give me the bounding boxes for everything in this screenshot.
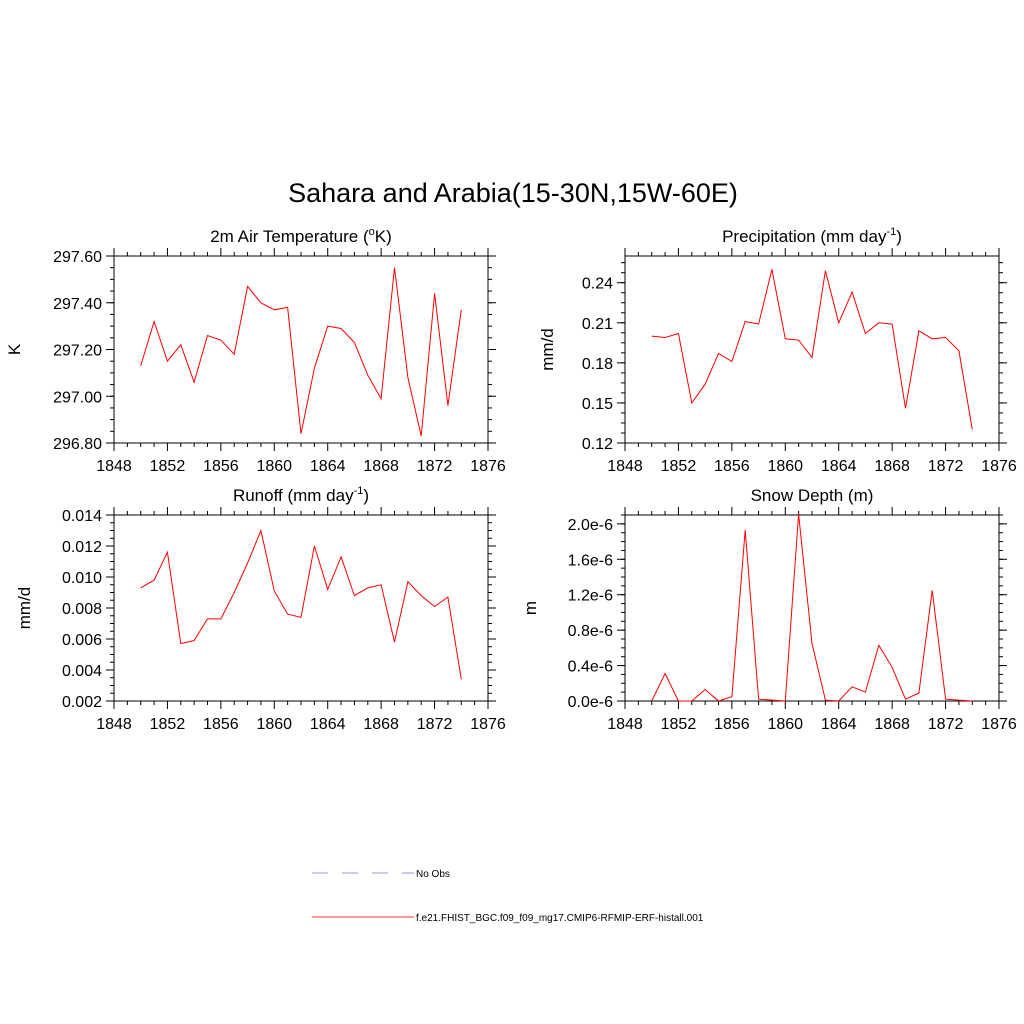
y-tick-label: 0.006 — [62, 632, 102, 649]
panel-title-text: Snow Depth (m) — [751, 486, 874, 505]
y-tick-label: 0.002 — [62, 694, 102, 711]
x-tick-label: 1856 — [714, 458, 750, 475]
x-tick-label: 1876 — [981, 716, 1017, 733]
y-tick-label: 0.18 — [582, 356, 613, 373]
x-tick-label: 1860 — [767, 458, 803, 475]
x-tick-label: 1872 — [928, 716, 964, 733]
y-tick-label: 297.60 — [53, 249, 102, 266]
x-tick-label: 1848 — [607, 716, 643, 733]
y-axis-label: K — [5, 343, 24, 355]
x-tick-label: 1872 — [928, 458, 964, 475]
y-tick-label: 0.004 — [62, 663, 102, 680]
y-tick-label: 297.40 — [53, 296, 102, 313]
panel-title-suffix: ) — [363, 486, 369, 505]
x-tick-label: 1864 — [821, 458, 857, 475]
series-line — [651, 269, 973, 430]
plot-frame — [624, 514, 1000, 702]
legend: No Obs f.e21.FHIST_BGC.f09_f09_mg17.CMIP… — [312, 869, 704, 924]
y-axis-label: m — [521, 601, 540, 615]
y-tick-label: 1.2e-6 — [568, 588, 613, 605]
y-axis-label: mm/d — [538, 328, 557, 371]
panel-title-text: Precipitation (mm day — [722, 227, 887, 246]
legend-label-no-obs: No Obs — [416, 869, 450, 880]
y-tick-label: 2.0e-6 — [568, 517, 613, 534]
panel-runoff: 1848 1852 1856 1860 1864 1868 1872 1876 0.002 0.0… — [15, 485, 506, 733]
panel-title: Runoff (mm day-1) — [233, 485, 369, 505]
y-tick-label: 0.8e-6 — [568, 623, 613, 640]
panel-title: Precipitation (mm day-1) — [722, 226, 902, 246]
figure-title: Sahara and Arabia(15-30N,15W-60E) — [288, 178, 738, 208]
x-tick-label: 1856 — [714, 716, 750, 733]
x-tick-label: 1868 — [363, 458, 399, 475]
x-tick-label: 1848 — [607, 458, 643, 475]
panel-title-text: 2m Air Temperature ( — [210, 227, 369, 246]
x-tick-label: 1848 — [96, 716, 132, 733]
legend-label-model: f.e21.FHIST_BGC.f09_f09_mg17.CMIP6-RFMIP… — [416, 913, 704, 924]
series-line — [651, 514, 973, 702]
x-tick-label: 1856 — [203, 716, 239, 733]
panel-precipitation: 1848 1852 1856 1860 1864 1868 1872 1876 0.12 0.15… — [538, 226, 1017, 475]
panel-title: Snow Depth (m) — [751, 486, 874, 505]
panel-title-suffix: ) — [896, 227, 902, 246]
panel-snow-depth: 1848 1852 1856 1860 1864 1868 1872 1876 0.0e-6 0.… — [521, 486, 1017, 733]
y-tick-label: 0.21 — [582, 316, 613, 333]
y-tick-label: 0.4e-6 — [568, 659, 613, 676]
x-tick-label: 1868 — [874, 458, 910, 475]
panel-title-text: Runoff (mm day — [233, 486, 354, 505]
y-tick-label: 0.0e-6 — [568, 694, 613, 711]
y-tick-label: 0.008 — [62, 601, 102, 618]
series-line — [140, 528, 462, 680]
x-tick-label: 1868 — [874, 716, 910, 733]
x-tick-label: 1864 — [821, 716, 857, 733]
x-tick-label: 1868 — [363, 716, 399, 733]
panel-air-temperature: 1848 1852 1856 1860 1864 1868 1872 1876 296.80 29… — [5, 226, 506, 475]
x-tick-label: 1852 — [661, 458, 697, 475]
y-tick-label: 297.00 — [53, 389, 102, 406]
x-tick-label: 1872 — [417, 458, 453, 475]
series-line — [140, 267, 462, 437]
y-tick-label: 0.24 — [582, 276, 613, 293]
panel-title-superscript: -1 — [886, 226, 896, 238]
panel-title: 2m Air Temperature (oK) — [210, 226, 392, 246]
x-tick-label: 1852 — [661, 716, 697, 733]
y-tick-label: 296.80 — [53, 436, 102, 453]
plot-frame — [113, 255, 489, 444]
panel-title-superscript: -1 — [354, 485, 364, 497]
x-tick-label: 1856 — [203, 458, 239, 475]
x-tick-label: 1864 — [310, 458, 346, 475]
x-tick-label: 1852 — [150, 716, 186, 733]
x-tick-label: 1876 — [470, 458, 506, 475]
x-tick-label: 1872 — [417, 716, 453, 733]
x-tick-label: 1860 — [256, 458, 292, 475]
y-tick-label: 0.012 — [62, 539, 102, 556]
x-tick-label: 1848 — [96, 458, 132, 475]
y-tick-label: 297.20 — [53, 343, 102, 360]
y-tick-label: 0.014 — [62, 508, 102, 525]
x-tick-label: 1852 — [150, 458, 186, 475]
x-tick-label: 1860 — [256, 716, 292, 733]
y-tick-label: 0.010 — [62, 570, 102, 587]
y-tick-label: 0.15 — [582, 396, 613, 413]
panel-title-superscript: o — [369, 226, 375, 238]
x-tick-label: 1876 — [981, 458, 1017, 475]
plot-frame — [113, 514, 489, 702]
y-axis-label: mm/d — [15, 587, 34, 630]
y-tick-label: 0.12 — [582, 436, 613, 453]
x-tick-label: 1876 — [470, 716, 506, 733]
y-tick-label: 1.6e-6 — [568, 552, 613, 569]
panel-title-suffix: K) — [375, 227, 392, 246]
x-tick-label: 1864 — [310, 716, 346, 733]
x-tick-label: 1860 — [767, 716, 803, 733]
